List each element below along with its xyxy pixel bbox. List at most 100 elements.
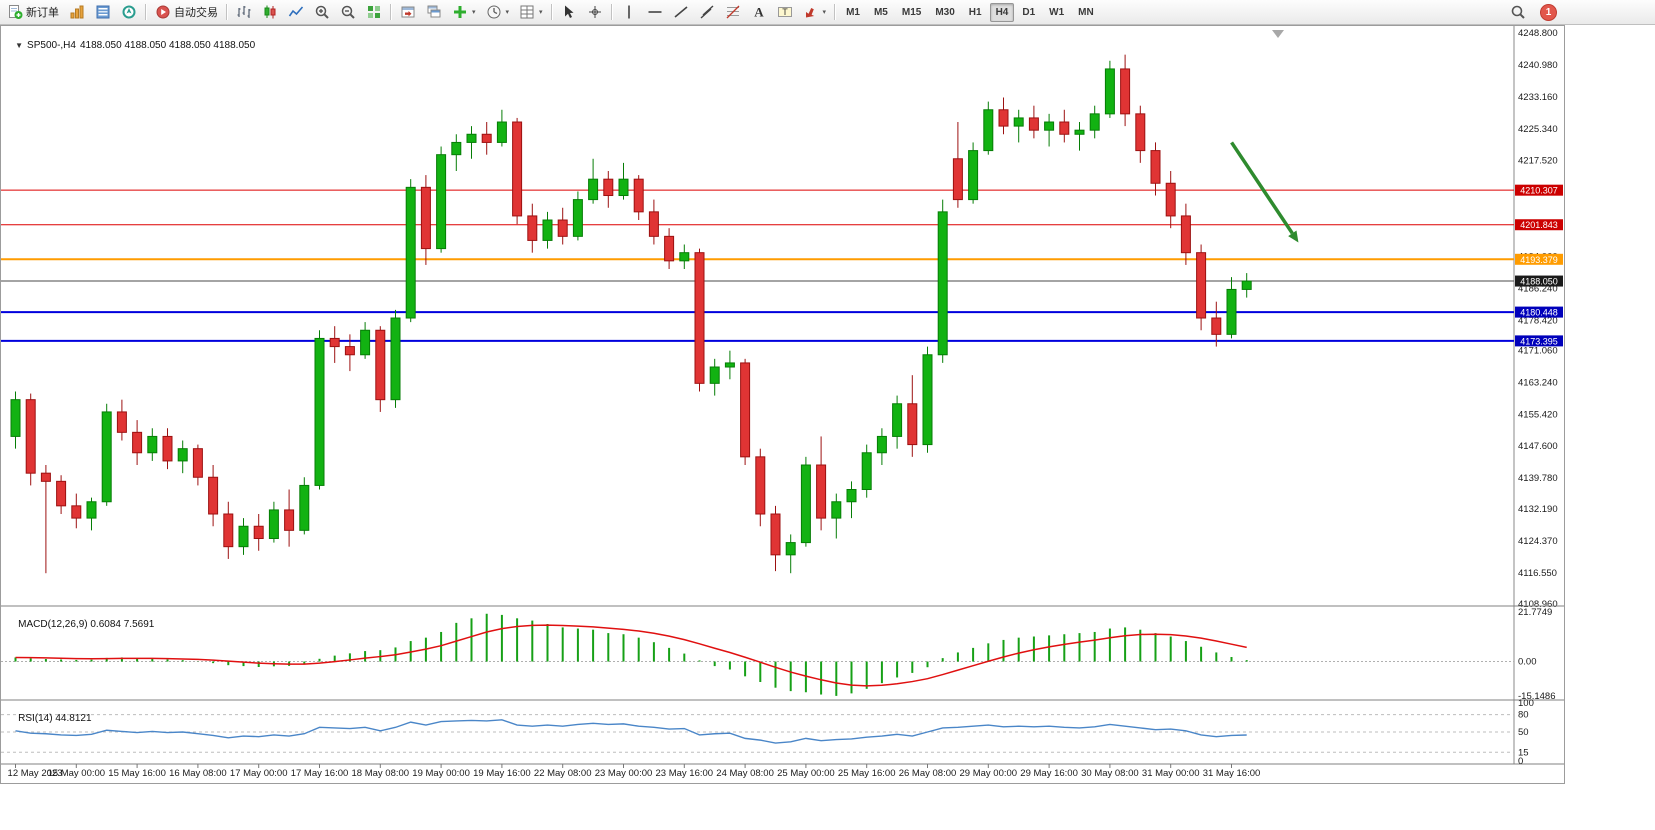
crosshair-button[interactable]	[583, 2, 607, 23]
candle	[512, 121, 523, 217]
arrows-icon	[803, 4, 819, 20]
new-chart-button[interactable]	[65, 2, 89, 23]
text-label-icon: T	[777, 4, 793, 20]
cascade-windows-icon	[426, 4, 442, 20]
candle	[1150, 150, 1161, 184]
svg-text:4139.780: 4139.780	[1518, 473, 1558, 484]
chart-shift-marker[interactable]	[1272, 30, 1284, 38]
svg-text:23 May 16:00: 23 May 16:00	[656, 768, 714, 779]
candle	[1241, 280, 1252, 290]
svg-text:31 May 00:00: 31 May 00:00	[1142, 768, 1200, 779]
text-label-button[interactable]: T	[773, 2, 797, 23]
price-scale[interactable]: 4248.800 4240.980 4233.160 4225.340 4217.520…	[1518, 28, 1558, 610]
vertical-line-button[interactable]	[617, 2, 641, 23]
cursor-button[interactable]	[557, 2, 581, 23]
svg-text:15 May 00:00: 15 May 00:00	[48, 768, 106, 779]
candle	[481, 133, 492, 143]
market-watch-icon	[95, 4, 111, 20]
timeframe-m1[interactable]: M1	[840, 3, 866, 22]
candle	[71, 505, 82, 519]
svg-text:4248.800: 4248.800	[1518, 28, 1558, 39]
chart-canvas[interactable]: 4248.800 4240.980 4233.160 4225.340 4217.520…	[1, 26, 1564, 783]
candle	[147, 435, 158, 454]
autotrade-icon	[155, 4, 171, 20]
chart-line-button[interactable]	[284, 2, 308, 23]
tile-windows-button[interactable]	[362, 2, 386, 23]
price-badge: 4201.843	[1515, 219, 1563, 231]
candle	[952, 158, 963, 201]
toolbar-separator	[550, 4, 553, 20]
svg-text:4171.060: 4171.060	[1518, 345, 1558, 356]
toolbar-separator	[390, 4, 392, 20]
chart-bars-button[interactable]	[232, 2, 256, 23]
zoom-in-button[interactable]	[310, 2, 334, 23]
candle	[1059, 121, 1070, 135]
timeframe-h4[interactable]: H4	[989, 2, 1015, 22]
zoom-out-button[interactable]	[336, 2, 360, 23]
timeframe-d1[interactable]: D1	[1016, 3, 1041, 22]
candle	[40, 472, 51, 482]
chart-candles-button[interactable]	[258, 2, 282, 23]
candle	[1089, 113, 1100, 131]
timeframe-m30[interactable]: M30	[929, 3, 960, 22]
toolbar-separator	[226, 4, 228, 20]
new-order-button[interactable]: 新订单	[3, 2, 63, 23]
periods-icon	[486, 4, 502, 20]
candle	[177, 448, 188, 462]
timeframe-h1[interactable]: H1	[963, 3, 988, 22]
svg-text:25 May 00:00: 25 May 00:00	[777, 768, 835, 779]
price-badge: 4173.395	[1515, 335, 1563, 347]
candle	[375, 329, 386, 401]
candle	[162, 435, 173, 462]
toolbar-separator	[145, 4, 147, 20]
notification-badge[interactable]: 1	[1540, 3, 1557, 21]
candle	[405, 186, 416, 319]
arrows-button[interactable]: ▾	[799, 2, 831, 23]
search-button[interactable]	[1506, 2, 1530, 23]
horizontal-line-button[interactable]	[643, 2, 667, 23]
svg-text:15: 15	[1518, 747, 1529, 758]
timeframe-w1[interactable]: W1	[1043, 3, 1070, 22]
svg-text:4193.379: 4193.379	[1520, 255, 1558, 265]
candle	[679, 252, 690, 262]
candle	[1180, 215, 1191, 254]
add-indicator-icon	[452, 4, 468, 20]
auto-trading-button[interactable]: 自动交易	[151, 2, 222, 23]
new-order-icon	[7, 4, 23, 20]
candle	[724, 362, 735, 368]
candle	[132, 431, 143, 454]
cascade-windows-button[interactable]	[422, 2, 446, 23]
timeframe-m15[interactable]: M15	[896, 3, 927, 22]
dropdown-caret-icon: ▾	[505, 9, 510, 16]
text-button[interactable]: A	[747, 2, 771, 23]
candle	[527, 215, 538, 241]
svg-text:0.00: 0.00	[1518, 657, 1537, 668]
candle	[420, 186, 431, 250]
periods-button[interactable]: ▾	[482, 2, 514, 23]
market-watch-button[interactable]	[91, 2, 115, 23]
svg-text:4178.420: 4178.420	[1518, 315, 1558, 326]
navigator-button[interactable]	[117, 2, 141, 23]
candle	[390, 317, 401, 401]
candle	[983, 109, 994, 152]
arrow-annotation[interactable]	[1230, 141, 1299, 243]
channel-button[interactable]	[695, 2, 719, 23]
timeframe-m5[interactable]: M5	[868, 3, 894, 22]
candle	[603, 178, 614, 197]
candle	[740, 362, 751, 458]
new-chart-icon	[69, 4, 85, 20]
trendline-icon	[673, 4, 689, 20]
auto-arrange-button[interactable]	[396, 2, 420, 23]
templates-button[interactable]: ▾	[515, 2, 547, 23]
timeframe-mn[interactable]: MN	[1072, 3, 1100, 22]
candle	[846, 489, 857, 503]
candle	[10, 399, 21, 437]
fibonacci-button[interactable]	[721, 2, 745, 23]
svg-text:29 May 16:00: 29 May 16:00	[1020, 768, 1078, 779]
trendline-button[interactable]	[669, 2, 693, 23]
svg-text:4147.600: 4147.600	[1518, 441, 1558, 452]
add-indicator-button[interactable]: ▾	[448, 2, 480, 23]
candle	[755, 456, 766, 515]
candle	[618, 178, 629, 197]
